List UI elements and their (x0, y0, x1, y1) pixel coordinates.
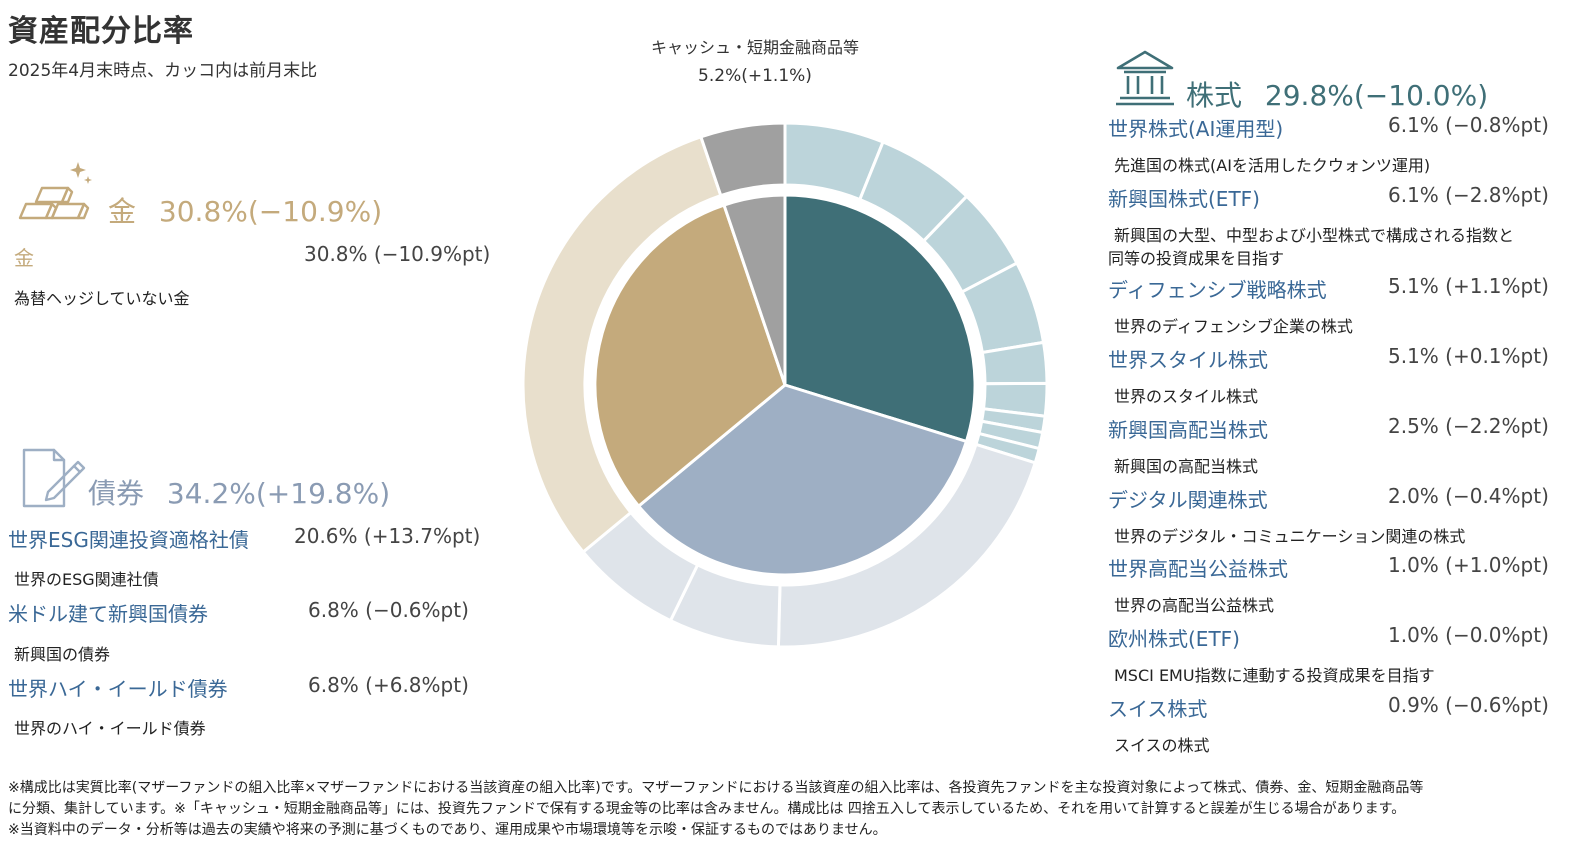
bond-item-value: 6.8% (+6.8%pt) (308, 673, 469, 697)
page-subtitle: 2025年4月末時点、カッコ内は前月末比 (8, 61, 318, 81)
equity-item-value: 5.1% (+1.1%pt) (1388, 274, 1549, 298)
bond-item-value: 20.6% (+13.7%pt) (294, 524, 481, 548)
outer-slice (521, 134, 723, 555)
equity-item-name: 世界株式(AI運用型) (1108, 117, 1284, 141)
equity-item-desc: 先進国の株式(AIを活用したクウォンツ運用) (1114, 156, 1431, 175)
equity-item-name: ディフェンシブ戦略株式 (1108, 278, 1327, 302)
gold-item-name: 金 (14, 246, 34, 270)
page-title: 資産配分比率 (8, 14, 194, 49)
equity-item-value: 1.0% (−0.0%pt) (1388, 623, 1549, 647)
inner-slice (636, 383, 969, 577)
equity-item-name: 世界スタイル株式 (1108, 348, 1268, 372)
gold-heading: 金 30.8%(−10.9%) (108, 190, 382, 230)
bond-heading-name: 債券 (88, 477, 145, 510)
asset-allocation-donut-chart (521, 121, 1049, 649)
bond-item-name: 世界ESG関連投資適格社債 (8, 528, 249, 552)
cash-value: 5.2%(+1.1%) (698, 66, 812, 86)
equity-item-name: 新興国株式(ETF) (1108, 187, 1260, 211)
outer-slice (699, 121, 787, 198)
equity-item-desc: 新興国の高配当株式 (1114, 457, 1259, 476)
equity-item-desc: MSCI EMU指数に連動する投資成果を目指す (1114, 666, 1435, 685)
equity-item-desc: 世界の高配当公益株式 (1114, 596, 1275, 615)
gold-item-desc: 為替ヘッジしていない金 (14, 289, 190, 308)
equity-item-desc: 新興国の大型、中型および小型株式で構成される指数と (1114, 226, 1515, 245)
equity-item-value: 2.5% (−2.2%pt) (1388, 414, 1549, 438)
equity-item-name: 新興国高配当株式 (1108, 418, 1268, 442)
inner-slice (783, 193, 977, 444)
equity-item-name: 欧州株式(ETF) (1108, 627, 1240, 651)
equity-item-value: 2.0% (−0.4%pt) (1388, 484, 1549, 508)
bond-heading-value: 34.2%(+19.8%) (166, 477, 391, 510)
footnote-line: に分類、集計しています。※「キャッシュ・短期金融商品等」には、投資先ファンドで保… (8, 801, 1406, 817)
equity-item-value: 6.1% (−0.8%pt) (1388, 113, 1549, 137)
equity-item-desc-2: 同等の投資成果を目指す (1108, 249, 1285, 268)
bond-item-value: 6.8% (−0.6%pt) (308, 598, 469, 622)
equity-item-desc: 世界のディフェンシブ企業の株式 (1114, 317, 1353, 336)
footnotes: ※構成比は実質比率(マザーファンドの組入比率×マザーファンドにおける当該資産の組… (8, 778, 1583, 841)
equity-item-name: スイス株式 (1108, 697, 1208, 721)
equity-item-desc: 世界のデジタル・コミュニケーション関連の株式 (1114, 527, 1466, 546)
document-pen-icon (18, 446, 88, 514)
gold-heading-value: 30.8%(−10.9%) (158, 195, 383, 228)
equity-item-value: 5.1% (+0.1%pt) (1388, 344, 1549, 368)
equity-heading: 株式 29.8%(−10.0%) (1186, 74, 1488, 114)
equity-item-desc: スイスの株式 (1114, 736, 1210, 755)
equity-heading-name: 株式 (1186, 79, 1243, 112)
bond-item-desc: 世界のハイ・イールド債券 (14, 719, 206, 738)
bond-item-name: 世界ハイ・イールド債券 (8, 677, 228, 701)
bond-heading: 債券 34.2%(+19.8%) (88, 472, 390, 512)
equity-item-value: 6.1% (−2.8%pt) (1388, 183, 1549, 207)
gold-bars-icon (12, 160, 98, 226)
equity-item-desc: 世界のスタイル株式 (1114, 387, 1259, 406)
bond-item-desc: 世界のESG関連社債 (14, 570, 159, 589)
footnote-line: ※構成比は実質比率(マザーファンドの組入比率×マザーファンドにおける当該資産の組… (8, 780, 1424, 796)
inner-slice (722, 193, 787, 386)
equity-item-value: 0.9% (−0.6%pt) (1388, 693, 1549, 717)
equity-item-value: 1.0% (+1.0%pt) (1388, 553, 1549, 577)
equity-heading-value: 29.8%(−10.0%) (1264, 79, 1489, 112)
footnote-line: ※当資料中のデータ・分析等は過去の実績や将来の予測に基づくものであり、運用成果や… (8, 822, 887, 838)
equity-item-name: デジタル関連株式 (1108, 488, 1268, 512)
bond-item-name: 米ドル建て新興国債券 (8, 602, 208, 626)
bank-building-icon (1114, 48, 1176, 112)
gold-item-value: 30.8% (−10.9%pt) (304, 242, 491, 266)
gold-heading-name: 金 (108, 195, 137, 228)
cash-label: キャッシュ・短期金融商品等 (650, 38, 859, 57)
inner-slice (593, 203, 787, 509)
bond-item-desc: 新興国の債券 (14, 645, 111, 664)
equity-item-name: 世界高配当公益株式 (1108, 557, 1288, 581)
